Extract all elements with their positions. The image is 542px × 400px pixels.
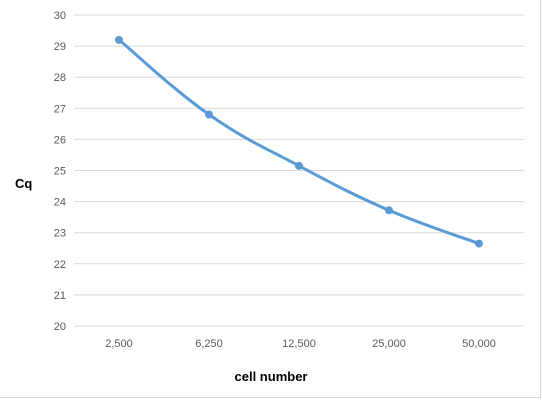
x-tick-label: 6,250 xyxy=(195,338,223,350)
series-markers xyxy=(115,35,483,248)
x-tick-label: 25,000 xyxy=(372,338,406,350)
data-point xyxy=(475,239,483,248)
y-tick-label: 25 xyxy=(54,166,66,178)
y-tick-label: 29 xyxy=(54,41,66,53)
y-tick-label: 23 xyxy=(54,228,66,240)
y-tick-label: 20 xyxy=(54,321,66,333)
x-tick-labels: 2,500 6,250 12,500 25,000 50,000 xyxy=(105,338,496,350)
data-point xyxy=(115,35,123,44)
y-tick-label: 30 xyxy=(54,10,66,22)
data-point xyxy=(295,161,303,170)
y-tick-label: 22 xyxy=(54,259,66,271)
x-axis-title: cell number xyxy=(235,369,308,384)
y-tick-labels: 20 21 22 23 24 25 26 27 28 29 30 xyxy=(54,10,66,333)
y-tick-label: 21 xyxy=(54,290,66,302)
data-point xyxy=(205,110,213,119)
gridlines xyxy=(74,14,524,327)
y-tick-label: 27 xyxy=(54,103,66,115)
y-axis-title: Cq xyxy=(15,176,32,191)
x-tick-label: 12,500 xyxy=(282,338,316,350)
series-line xyxy=(117,38,481,246)
y-tick-label: 26 xyxy=(54,134,66,146)
data-point xyxy=(385,206,393,215)
y-tick-label: 24 xyxy=(54,197,66,209)
x-tick-label: 50,000 xyxy=(462,338,496,350)
y-tick-label: 28 xyxy=(54,72,66,84)
x-tick-label: 2,500 xyxy=(105,338,133,350)
